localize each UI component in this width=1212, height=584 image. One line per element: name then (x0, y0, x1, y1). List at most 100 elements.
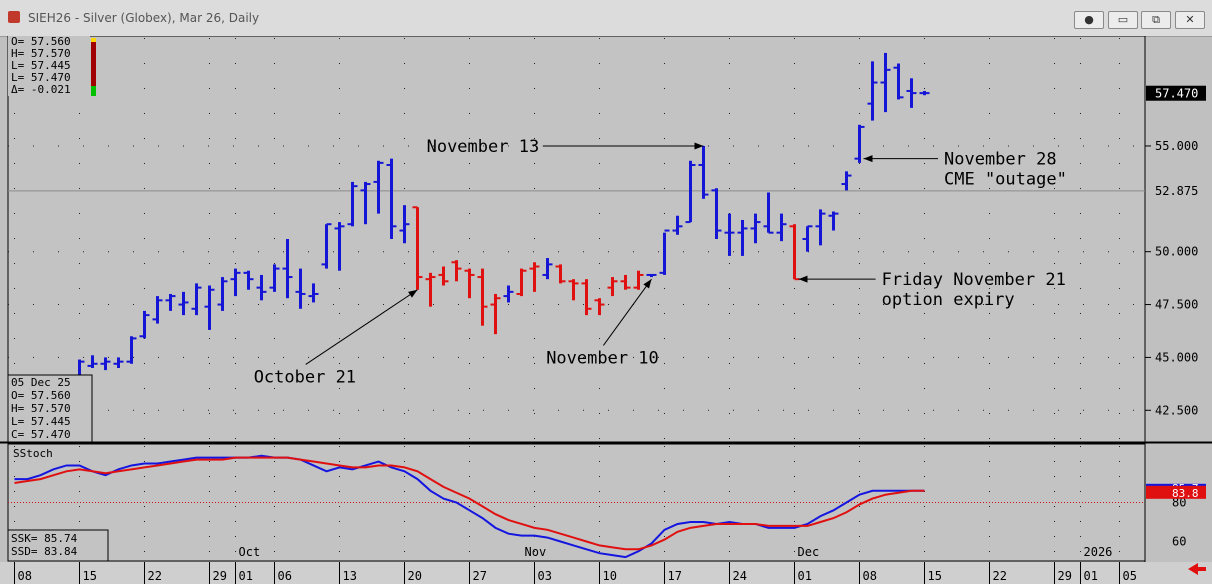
price-tick-label: 45.000 (1155, 350, 1198, 364)
x-tick-label: 01 (239, 569, 253, 583)
stoch-label: SStoch (13, 447, 53, 460)
ohlc-bar (373, 160, 384, 214)
ohlc-bar (672, 215, 683, 235)
ohlc-bar (698, 145, 709, 199)
ohlc-top-last: L= 57.470 (11, 71, 71, 84)
close-button[interactable]: ✕ (1175, 11, 1205, 29)
ohlc-bar (100, 357, 111, 371)
annotation-arrowhead (798, 275, 808, 283)
ohlc-bar (516, 268, 527, 297)
x-tick-label: 01 (798, 569, 812, 583)
annotation-arrow (305, 289, 418, 365)
price-tick-label: 50.000 (1155, 245, 1198, 259)
annotation: November 10 (546, 278, 659, 368)
ohlc-bar (256, 274, 267, 301)
x-tick-label: 06 (278, 569, 292, 583)
ohlc-bar (360, 181, 371, 225)
annotation-text: CME "outage" (944, 170, 1067, 190)
minimize-button[interactable]: ▭ (1108, 11, 1138, 29)
x-tick-label: 24 (733, 569, 747, 583)
ohlc-bar (87, 355, 98, 368)
restore-button[interactable]: ⧉ (1141, 11, 1171, 29)
ohlc-bar (139, 310, 150, 339)
ohlc-bar (880, 52, 891, 113)
x-tick-label: 10 (603, 569, 617, 583)
x-tick-label: 22 (148, 569, 162, 583)
month-label: 2026 (1084, 545, 1113, 559)
ohlc-bar (815, 209, 826, 246)
scroll-left-icon[interactable] (1188, 563, 1206, 575)
ohlc-bar (854, 124, 865, 163)
x-tick-label: 15 (83, 569, 97, 583)
reference-lines (8, 190, 1145, 503)
ohlc-bar (230, 268, 241, 297)
ohlc-top-delta: Δ= -0.021 (11, 83, 71, 96)
x-tick-label: 08 (863, 569, 877, 583)
ohlc-bar (711, 188, 722, 239)
stoch-tick-label: 60 (1172, 535, 1186, 549)
ohlc-bar (477, 268, 488, 326)
ohlc-bar (204, 285, 215, 330)
ohlc-bar (347, 181, 358, 227)
ohlc-bar (438, 266, 449, 286)
ohlc-bar (737, 219, 748, 256)
record-button[interactable]: ● (1074, 11, 1104, 29)
ohlc-top-bg (8, 36, 90, 96)
ohlc-bar (269, 264, 280, 292)
annotation: October 21 (254, 289, 418, 387)
ohlc-bar (178, 291, 189, 316)
x-tick-label: 15 (928, 569, 942, 583)
ohlc-bar (399, 205, 410, 244)
ohlc-bar (633, 270, 644, 290)
stoch-data-box: SSK= 85.74 SSD= 83.84 (7, 529, 109, 562)
ohlc-bar (893, 63, 904, 100)
ssd-value-bg (1146, 485, 1206, 499)
ohlc-bar (646, 273, 657, 278)
ohlc-top-readout: O= 57.560 H= 57.570 L= 57.445 L= 57.470 … (8, 36, 96, 96)
app-icon (8, 11, 20, 23)
annotation-text: November 13 (427, 137, 540, 157)
month-label: Oct (239, 545, 261, 559)
ohlc-top-low: L= 57.445 (11, 59, 71, 72)
x-tick-label: 01 (1084, 569, 1098, 583)
x-tick-label: 08 (18, 569, 32, 583)
x-tick-label: 20 (408, 569, 422, 583)
ohlc-box-close: C= 57.470 (11, 428, 71, 441)
annotation-arrowhead (643, 279, 652, 289)
x-axis-bg (0, 562, 1212, 584)
ohlc-top-high: H= 57.570 (11, 47, 71, 60)
price-tick-label: 42.500 (1155, 403, 1198, 417)
ohlc-bar (295, 268, 306, 309)
title-bar: SIEH26 - Silver (Globex), Mar 26, Daily … (0, 0, 1212, 37)
ohlc-bar (165, 293, 176, 311)
delta-bar-green (91, 86, 96, 96)
ohlc-bar (503, 285, 514, 303)
x-tick-label: 22 (993, 569, 1007, 583)
x-tick-label: 27 (473, 569, 487, 583)
month-label: Dec (798, 545, 820, 559)
ohlc-bar (386, 158, 397, 239)
annotation-text: November 10 (546, 348, 659, 368)
ohlc-box-date: 05 Dec 25 (11, 376, 71, 389)
ohlc-bar (412, 206, 423, 290)
month-label: Nov (525, 545, 547, 559)
stoch-line-ssk (14, 454, 925, 559)
delta-bar-red (91, 40, 96, 86)
annotation-text: Friday November 21 (882, 270, 1066, 290)
ohlc-bar (334, 222, 345, 271)
ssd-value-label: 83.8 (1172, 487, 1199, 500)
last-price-label: 57.470 (1155, 87, 1198, 101)
ohlc-bar (867, 61, 878, 121)
x-tick-label: 03 (538, 569, 552, 583)
ohlc-bar (464, 268, 475, 299)
ohlc-bar (841, 171, 852, 191)
annotation-arrowhead (863, 155, 873, 163)
ohlc-bar (685, 160, 696, 224)
ohlc-bar (802, 225, 813, 252)
ohlc-bar (763, 192, 774, 234)
window-title: SIEH26 - Silver (Globex), Mar 26, Daily (28, 11, 260, 25)
annotation-arrowhead (408, 289, 418, 298)
ohlc-bar (243, 270, 254, 290)
ohlc-bar (750, 213, 761, 244)
